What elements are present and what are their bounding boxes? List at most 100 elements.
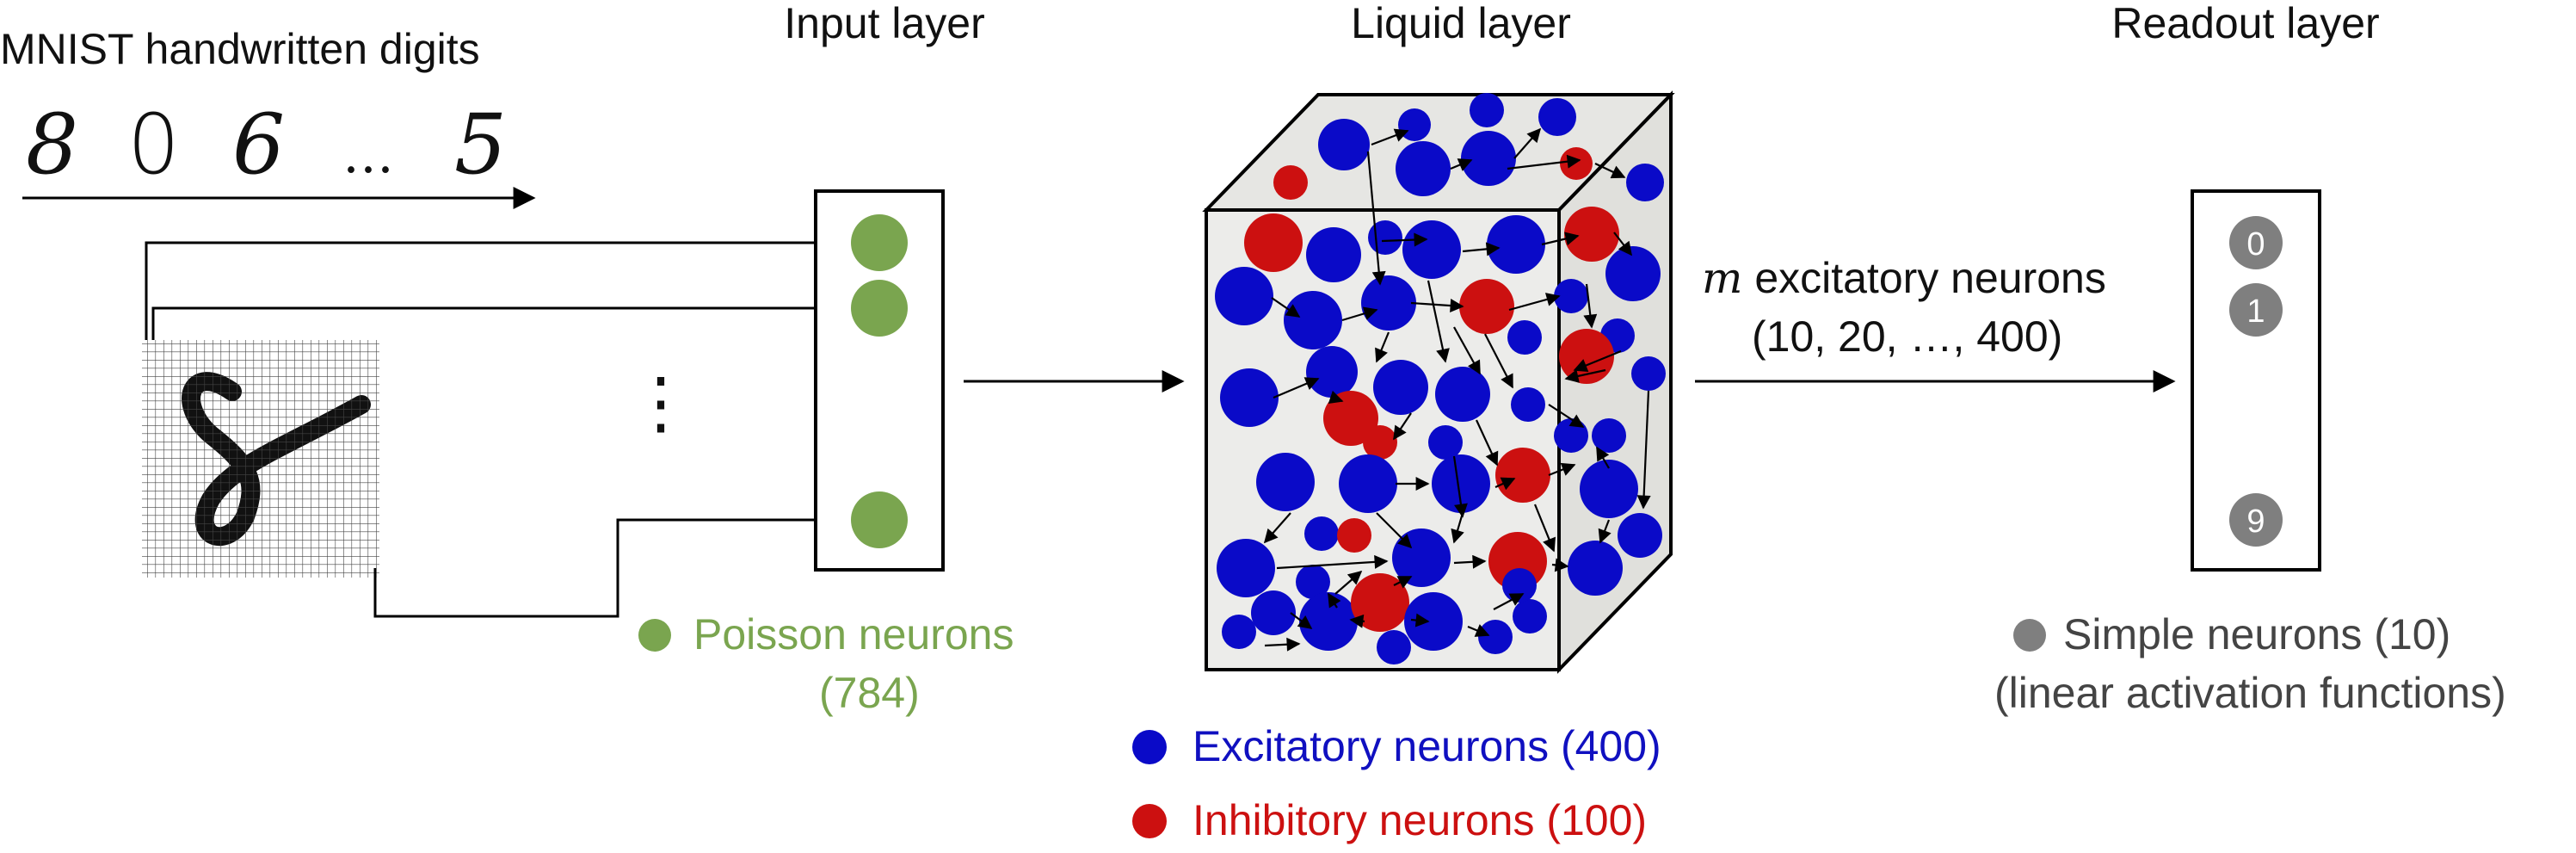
excitatory-neuron (1502, 568, 1537, 603)
excitatory-neuron (1318, 119, 1370, 170)
excitatory-neuron (1306, 346, 1358, 398)
excitatory-neuron (1618, 513, 1662, 558)
synapse-arrow (1376, 512, 1413, 549)
synapse-arrow (1393, 576, 1413, 589)
synapse-arrow (1410, 299, 1464, 313)
excitatory-neuron (1215, 267, 1273, 325)
synapse-arrow (1290, 612, 1313, 629)
synapse-arrow (1564, 368, 1606, 383)
synapse-arrow (1451, 512, 1464, 544)
excitatory-neuron (1404, 592, 1463, 651)
synapse-arrow (1349, 614, 1365, 628)
inhibitory-neuron (1337, 518, 1371, 553)
digit: … (342, 125, 394, 185)
excitatory-neuron (1478, 620, 1513, 654)
poisson-legend-dot (638, 618, 671, 652)
synapse-arrow (1273, 377, 1320, 399)
excitatory-neuron (1513, 599, 1547, 634)
excitatory-neuron (1377, 630, 1411, 664)
inhibitory-neuron (1560, 147, 1593, 180)
excitatory-neuron (1306, 227, 1361, 282)
excitatory-neuron (1511, 387, 1545, 422)
synapse-arrow (1271, 297, 1301, 318)
synapse-arrow (1371, 128, 1409, 146)
excitatory-neuron (1592, 418, 1626, 453)
synapse-arrow (1613, 232, 1632, 257)
excitatory-neuron (1487, 215, 1545, 274)
excitatory-neuron (1296, 565, 1330, 599)
readout-legend-dot (2013, 618, 2046, 652)
synapse-arrow (1453, 326, 1481, 375)
readout-activation: (linear activation functions) (1994, 669, 2506, 717)
synapse-arrow (1551, 558, 1569, 572)
poisson-neuron (851, 280, 908, 337)
synapse-arrow (1462, 242, 1501, 257)
connection-label-text: excitatory neurons (1742, 254, 2106, 302)
excitatory-legend-label: Excitatory neurons (400) (1192, 722, 1661, 770)
excitatory-neuron (1368, 220, 1402, 255)
synapse-arrow (1366, 151, 1386, 286)
excitatory-neuron (1432, 454, 1490, 513)
synapse-arrow (1583, 283, 1598, 329)
liquid-layer-header: Liquid layer (1351, 0, 1571, 47)
synapse-arrow (1484, 333, 1513, 389)
readout-neuron: 0 (2229, 216, 2283, 269)
inhibitory-legend-dot (1132, 803, 1167, 838)
synapse-arrow (1264, 637, 1301, 652)
poisson-legend-label: Poisson neurons (693, 610, 1014, 658)
excitatory-neuron (1222, 615, 1256, 649)
digit: 0 (127, 96, 181, 193)
excitatory-neuron (1568, 541, 1623, 596)
excitatory-neuron (1299, 592, 1358, 651)
readout-legend: Simple neurons (10) (2013, 609, 2450, 659)
readout-neuron: 9 (2229, 493, 2283, 547)
digit: 5 (454, 96, 508, 193)
inhibitory-neuron (1459, 279, 1514, 334)
connection-label-var: m (1702, 253, 1743, 303)
mnist-title: MNIST handwritten digits (0, 25, 480, 73)
readout-legend-label: Simple neurons (10) (2063, 610, 2451, 658)
excitatory-neuron (1339, 454, 1397, 513)
inhibitory-legend-label: Inhibitory neurons (100) (1192, 796, 1648, 844)
synapse-arrow (1450, 158, 1473, 171)
excitatory-neuron (1256, 453, 1315, 511)
synapse-arrow (1596, 446, 1610, 469)
excitatory-neuron (1538, 98, 1576, 136)
synapse-arrow (1548, 462, 1576, 477)
mnist-image (142, 340, 379, 578)
synapse-arrow (1598, 519, 1612, 544)
digit: 8 (26, 96, 79, 193)
inhibitory-neuron (1351, 573, 1409, 632)
input-connection (151, 297, 866, 340)
synapse-arrow (1541, 232, 1580, 246)
excitatory-neuron (1373, 360, 1428, 415)
excitatory-neuron (1428, 425, 1463, 460)
readout-neuron-label: 9 (2246, 504, 2265, 540)
synapse-arrow (1453, 554, 1487, 569)
readout-layer-header: Readout layer (2111, 0, 2380, 47)
liquid-synapses (1263, 127, 1651, 652)
liquid-neurons (1215, 93, 1666, 664)
inhibitory-neuron (1495, 448, 1550, 503)
synapse-arrow (1328, 592, 1341, 609)
excitatory-neuron (1251, 590, 1296, 635)
inhibitory-neuron (1363, 425, 1397, 460)
synapse-arrow (1548, 404, 1585, 428)
input-layer-header: Input layer (784, 0, 985, 47)
excitatory-neuron (1396, 141, 1451, 196)
excitatory-neuron (1470, 93, 1504, 127)
synapse-arrow (1427, 280, 1450, 363)
input-connection (373, 509, 866, 618)
synapse-arrow (1533, 504, 1556, 553)
readout-neuron-label: 0 (2246, 226, 2265, 263)
inhibitory-neuron (1564, 207, 1619, 262)
excitatory-neuron (1217, 539, 1275, 597)
excitatory-legend-dot (1132, 729, 1167, 764)
poisson-neuron (851, 214, 908, 271)
synapse-arrow (1573, 349, 1622, 372)
synapse-arrow (1334, 570, 1363, 595)
synapse-arrow (1381, 232, 1428, 247)
excitatory-neuron (1580, 460, 1638, 518)
synapse-arrow (1507, 154, 1581, 170)
